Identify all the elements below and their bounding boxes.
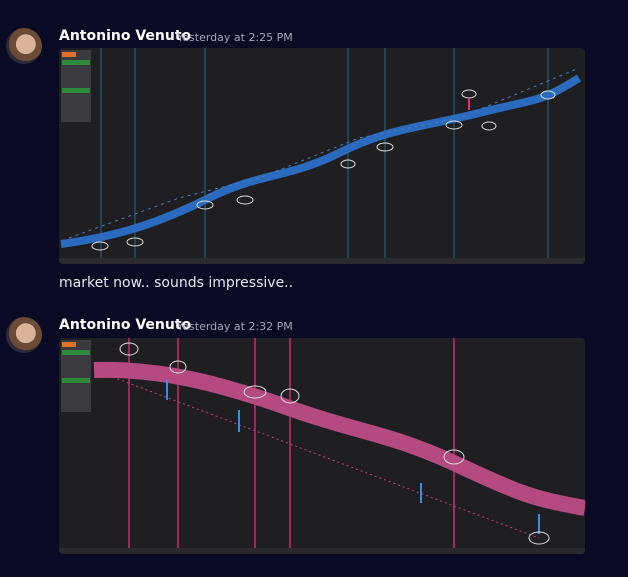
avatar[interactable] bbox=[6, 28, 42, 64]
author-name[interactable]: Antonino Venuto bbox=[59, 317, 192, 333]
chart-image[interactable] bbox=[59, 48, 585, 264]
timestamp: Yesterday at 2:32 PM bbox=[177, 320, 293, 333]
timestamp: Yesterday at 2:25 PM bbox=[177, 31, 293, 44]
chart-image[interactable] bbox=[59, 338, 585, 554]
avatar[interactable] bbox=[6, 317, 42, 353]
author-name[interactable]: Antonino Venuto bbox=[59, 28, 192, 44]
message-text: market now.. sounds impressive.. bbox=[59, 275, 294, 291]
